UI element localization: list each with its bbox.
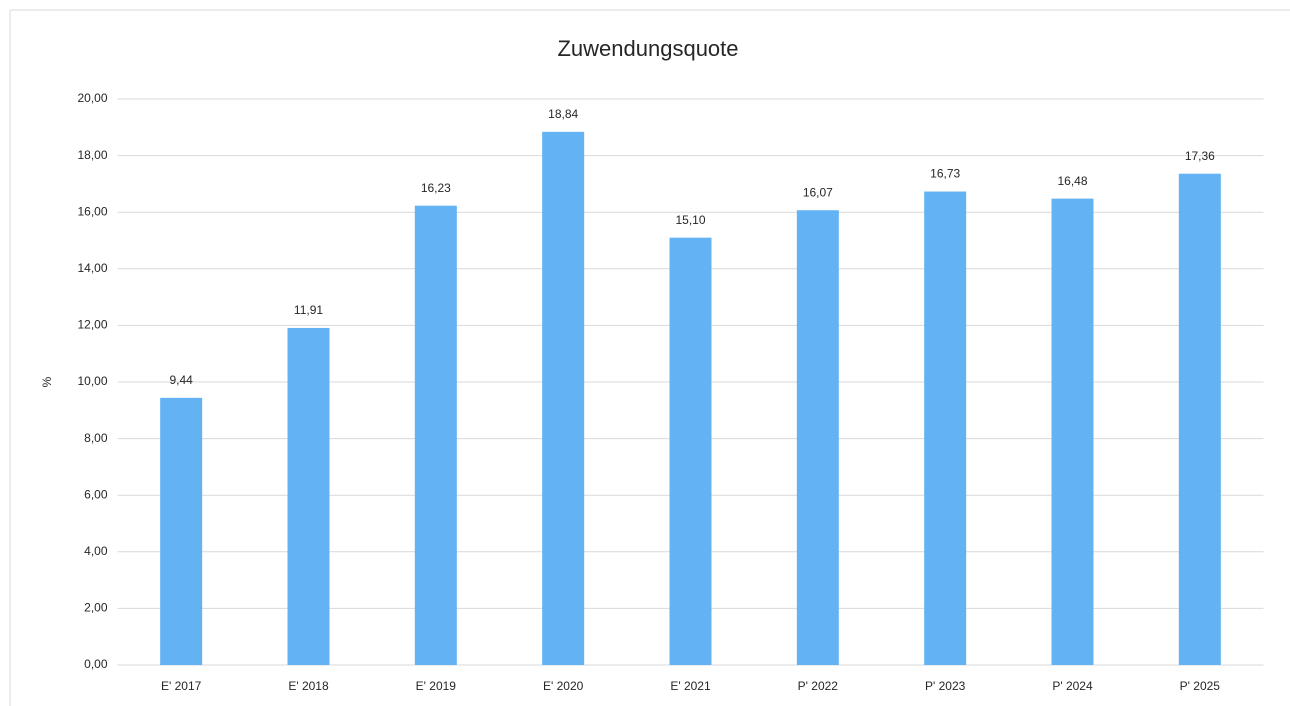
bar xyxy=(287,327,330,665)
y-axis-label: % xyxy=(40,376,54,387)
y-tick-label: 18,00 xyxy=(77,148,107,162)
bar xyxy=(669,237,712,666)
data-label: 16,07 xyxy=(803,185,833,199)
bar xyxy=(796,210,839,665)
bar xyxy=(542,131,585,665)
data-label: 16,73 xyxy=(930,167,960,181)
x-tick-label: P' 2023 xyxy=(925,679,966,693)
x-tick-label: P' 2024 xyxy=(1052,679,1093,693)
y-tick-label: 4,00 xyxy=(84,544,108,558)
x-tick-label: E' 2018 xyxy=(288,679,329,693)
x-tick-label: P' 2022 xyxy=(798,679,839,693)
bar xyxy=(1178,173,1221,665)
x-tick-label: E' 2017 xyxy=(161,679,202,693)
y-tick-label: 20,00 xyxy=(77,91,107,105)
data-label: 16,48 xyxy=(1057,174,1087,188)
y-tick-label: 12,00 xyxy=(77,318,107,332)
data-label: 17,36 xyxy=(1185,149,1215,163)
data-label: 18,84 xyxy=(548,107,578,121)
chart-title: Zuwendungsquote xyxy=(557,36,738,61)
data-label: 16,23 xyxy=(421,181,451,195)
x-tick-label: P' 2025 xyxy=(1180,679,1221,693)
data-label: 15,10 xyxy=(675,213,705,227)
y-tick-label: 10,00 xyxy=(77,374,107,388)
bar xyxy=(414,205,457,666)
bar xyxy=(1051,198,1094,665)
x-tick-label: E' 2019 xyxy=(416,679,457,693)
y-tick-label: 8,00 xyxy=(84,431,108,445)
y-tick-label: 0,00 xyxy=(84,657,108,671)
bar xyxy=(924,191,967,665)
data-label: 11,91 xyxy=(294,303,323,317)
bar xyxy=(160,397,203,665)
y-tick-label: 2,00 xyxy=(84,601,108,615)
data-label: 9,44 xyxy=(169,373,193,387)
x-tick-label: E' 2021 xyxy=(670,679,711,693)
y-tick-label: 6,00 xyxy=(84,487,108,501)
x-tick-label: E' 2020 xyxy=(543,679,584,693)
y-tick-label: 14,00 xyxy=(77,261,107,275)
y-tick-label: 16,00 xyxy=(77,204,107,218)
